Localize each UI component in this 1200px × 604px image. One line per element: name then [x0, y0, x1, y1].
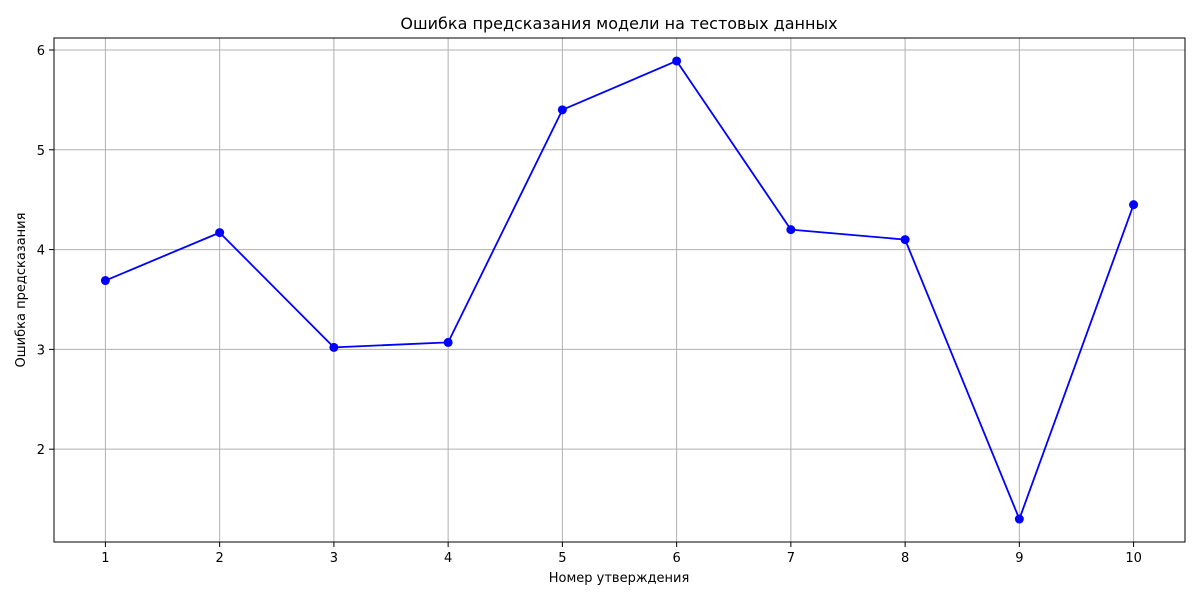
data-point	[215, 228, 225, 238]
x-tick-label: 4	[444, 551, 452, 566]
data-point	[672, 56, 682, 66]
data-point	[1129, 200, 1139, 210]
data-point	[100, 276, 110, 286]
y-tick-label: 4	[37, 244, 45, 259]
data-point	[900, 235, 910, 245]
x-tick-label: 8	[901, 551, 909, 566]
y-tick-label: 5	[37, 144, 45, 159]
data-point	[557, 105, 567, 115]
x-axis-label: Номер утверждения	[549, 571, 690, 586]
series-line	[105, 60, 1135, 520]
x-tick-label: 1	[101, 551, 109, 566]
x-tick-label: 9	[1015, 551, 1023, 566]
data-point	[786, 225, 796, 235]
y-tick-label: 3	[37, 343, 45, 358]
y-axis-label: Ошибка предсказания	[14, 213, 29, 368]
axis-ticks: 1 2 3 4 5 6 7 8 9 10 2 3 4 5 6	[37, 44, 1142, 566]
chart-title: Ошибка предсказания модели на тестовых д…	[400, 14, 837, 33]
x-tick-label: 5	[558, 551, 566, 566]
x-tick-label: 10	[1125, 551, 1142, 566]
x-tick-label: 7	[787, 551, 795, 566]
data-point	[329, 342, 339, 352]
x-tick-label: 2	[216, 551, 224, 566]
grid	[54, 38, 1185, 542]
x-tick-label: 6	[672, 551, 680, 566]
data-point	[443, 337, 453, 347]
plot-frame	[53, 37, 1186, 543]
x-tick-label: 3	[330, 551, 338, 566]
y-tick-label: 6	[37, 44, 45, 59]
y-tick-label: 2	[37, 443, 45, 458]
data-point	[1014, 514, 1024, 524]
series-layer	[100, 56, 1139, 524]
